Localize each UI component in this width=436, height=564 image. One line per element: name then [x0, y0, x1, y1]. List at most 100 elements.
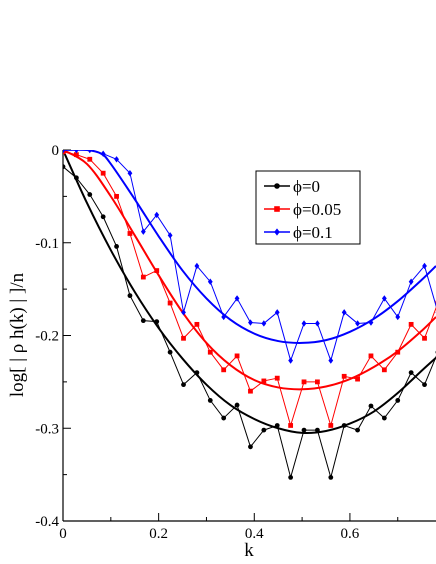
- data-point: [301, 379, 307, 385]
- data-point: [381, 295, 387, 302]
- fit-curve: [63, 150, 436, 435]
- data-point: [315, 427, 320, 433]
- data-point: [73, 175, 79, 181]
- data-point: [261, 378, 267, 384]
- data-point: [422, 335, 427, 341]
- data-point: [408, 370, 414, 375]
- data-point: [87, 150, 93, 154]
- data-point: [63, 150, 66, 155]
- legend: ϕ=0 ϕ=0.05 ϕ=0.1: [255, 170, 361, 245]
- data-point: [73, 152, 79, 158]
- y-tick-label: -0.1: [35, 236, 59, 252]
- data-point: [181, 382, 186, 388]
- x-tick-label: 0.4: [245, 526, 264, 542]
- x-tick-label: 0: [59, 526, 67, 542]
- data-point: [140, 274, 146, 280]
- data-point: [328, 423, 334, 428]
- data-point: [73, 150, 79, 154]
- data-point: [114, 193, 119, 199]
- fit-curve: [63, 150, 436, 344]
- data-point: [328, 475, 334, 480]
- data-point: [207, 349, 213, 355]
- series-line: [63, 151, 436, 428]
- data-point: [315, 320, 320, 327]
- data-point: [274, 206, 280, 212]
- axes: [62, 149, 436, 522]
- data-point: [261, 320, 267, 327]
- data-point: [194, 370, 200, 375]
- data-point: [408, 321, 414, 327]
- data-point: [127, 231, 133, 236]
- y-tick-label: -0.4: [35, 514, 59, 530]
- data-point: [127, 169, 133, 177]
- data-point: [221, 313, 227, 321]
- legend-label: ϕ=0.1: [293, 223, 333, 242]
- data-point: [341, 309, 347, 316]
- data-point: [167, 232, 173, 239]
- data-point: [395, 349, 401, 355]
- data-point: [154, 211, 160, 219]
- data-point: [154, 268, 160, 273]
- data-point: [422, 382, 427, 388]
- data-point: [114, 244, 119, 249]
- data-point: [368, 319, 374, 326]
- data-point: [234, 295, 240, 302]
- x-axis-label: k: [244, 540, 254, 561]
- data-point: [87, 156, 93, 162]
- data-point: [234, 353, 240, 359]
- fit-curves: [63, 150, 436, 435]
- data-point: [87, 192, 93, 197]
- data-point: [167, 300, 173, 306]
- data-point: [301, 427, 307, 433]
- data-point: [194, 262, 200, 270]
- data-point: [355, 376, 360, 382]
- data-point: [154, 319, 160, 324]
- data-point: [274, 309, 280, 316]
- data-point: [395, 313, 401, 321]
- data-point: [63, 150, 66, 154]
- data-point: [167, 349, 173, 355]
- y-axis-label: log[ | ρ h(k) | ]/n: [7, 272, 28, 397]
- data-point: [181, 309, 186, 316]
- data-point: [207, 398, 213, 403]
- data-point: [140, 228, 146, 235]
- data-point: [207, 278, 213, 285]
- data-point: [100, 150, 106, 157]
- data-point: [328, 357, 334, 364]
- data-point: [368, 403, 374, 409]
- data-point: [422, 262, 427, 270]
- data-point: [288, 423, 294, 428]
- data-point: [341, 423, 347, 428]
- data-point: [288, 357, 294, 364]
- data-point: [100, 214, 106, 220]
- x-tick-label: 0.2: [149, 526, 168, 542]
- data-point: [221, 415, 227, 421]
- data-point: [301, 320, 307, 327]
- data-point: [395, 398, 401, 403]
- data-point: [181, 335, 186, 341]
- data-point: [127, 293, 133, 299]
- data-point: [274, 423, 280, 428]
- data-point: [288, 475, 294, 480]
- data-point: [234, 402, 240, 408]
- data-point: [381, 367, 387, 373]
- data-point: [341, 373, 347, 379]
- data-point: [368, 353, 374, 359]
- legend-label: ϕ=0.05: [293, 200, 341, 219]
- x-tick-label: 0.6: [341, 526, 360, 542]
- data-point: [381, 415, 387, 421]
- tick-labels: 0 0.2 0.4 0.6 0 -0.1 -0.2 -0.3 -0.4: [35, 143, 360, 542]
- data-point: [315, 379, 320, 385]
- data-point: [248, 319, 253, 326]
- data-point: [63, 164, 66, 170]
- y-tick-label: -0.3: [35, 421, 59, 437]
- data-point: [261, 427, 267, 433]
- legend-label: ϕ=0: [293, 177, 320, 196]
- data-point: [114, 156, 119, 163]
- data-point: [140, 318, 146, 324]
- data-series: [63, 150, 436, 480]
- y-tick-label: -0.2: [35, 329, 59, 345]
- data-point: [100, 170, 106, 176]
- fit-curve: [63, 150, 436, 391]
